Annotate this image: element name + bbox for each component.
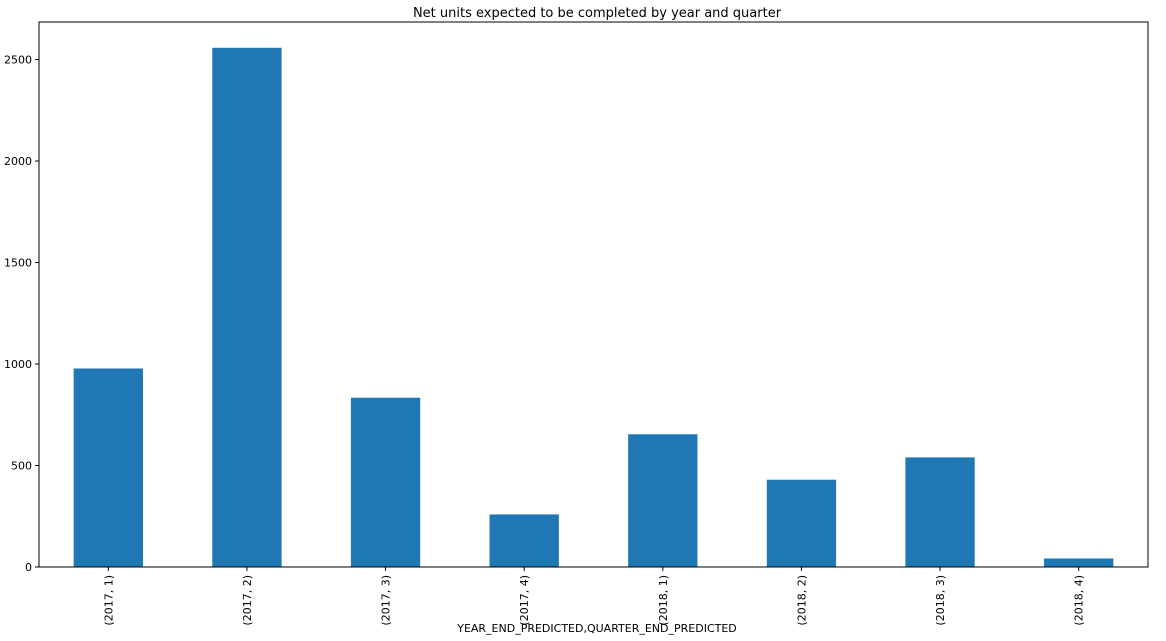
bar-1 [73, 368, 143, 567]
x-tick-label: (2017, 1) [102, 575, 115, 626]
x-tick-label: (2018, 1) [657, 575, 670, 626]
y-tick-label: 2500 [4, 54, 32, 67]
bar-8 [1044, 558, 1114, 567]
x-tick-label: (2017, 2) [241, 575, 254, 626]
y-tick-label: 0 [25, 561, 32, 574]
plot-frame [38, 21, 1149, 568]
chart-title: Net units expected to be completed by ye… [413, 6, 782, 21]
x-axis: (2017, 1) (2017, 2) (2017, 3) (2017, 4) (201… [102, 567, 1086, 626]
y-axis: 0 500 1000 1500 2000 2500 [4, 54, 39, 574]
x-tick-label: (2017, 3) [380, 575, 393, 626]
y-tick-label: 2000 [4, 155, 32, 168]
bar-4 [489, 514, 559, 567]
x-tick-label: (2018, 2) [795, 575, 808, 626]
y-tick-label: 500 [11, 460, 32, 473]
y-tick-label: 1000 [4, 358, 32, 371]
bars-group [73, 47, 1114, 568]
bar-5 [628, 434, 698, 567]
x-tick-label: (2018, 4) [1073, 575, 1086, 626]
bar-6 [766, 479, 837, 567]
bar-2 [212, 47, 282, 568]
x-tick-label: (2018, 3) [934, 575, 947, 626]
y-tick-label: 1500 [4, 257, 32, 270]
bar-7 [905, 457, 975, 567]
x-tick-label: (2017, 4) [518, 575, 531, 626]
x-axis-label: YEAR_END_PREDICTED,QUARTER_END_PREDICTED [456, 622, 737, 635]
bar-3 [350, 397, 421, 567]
